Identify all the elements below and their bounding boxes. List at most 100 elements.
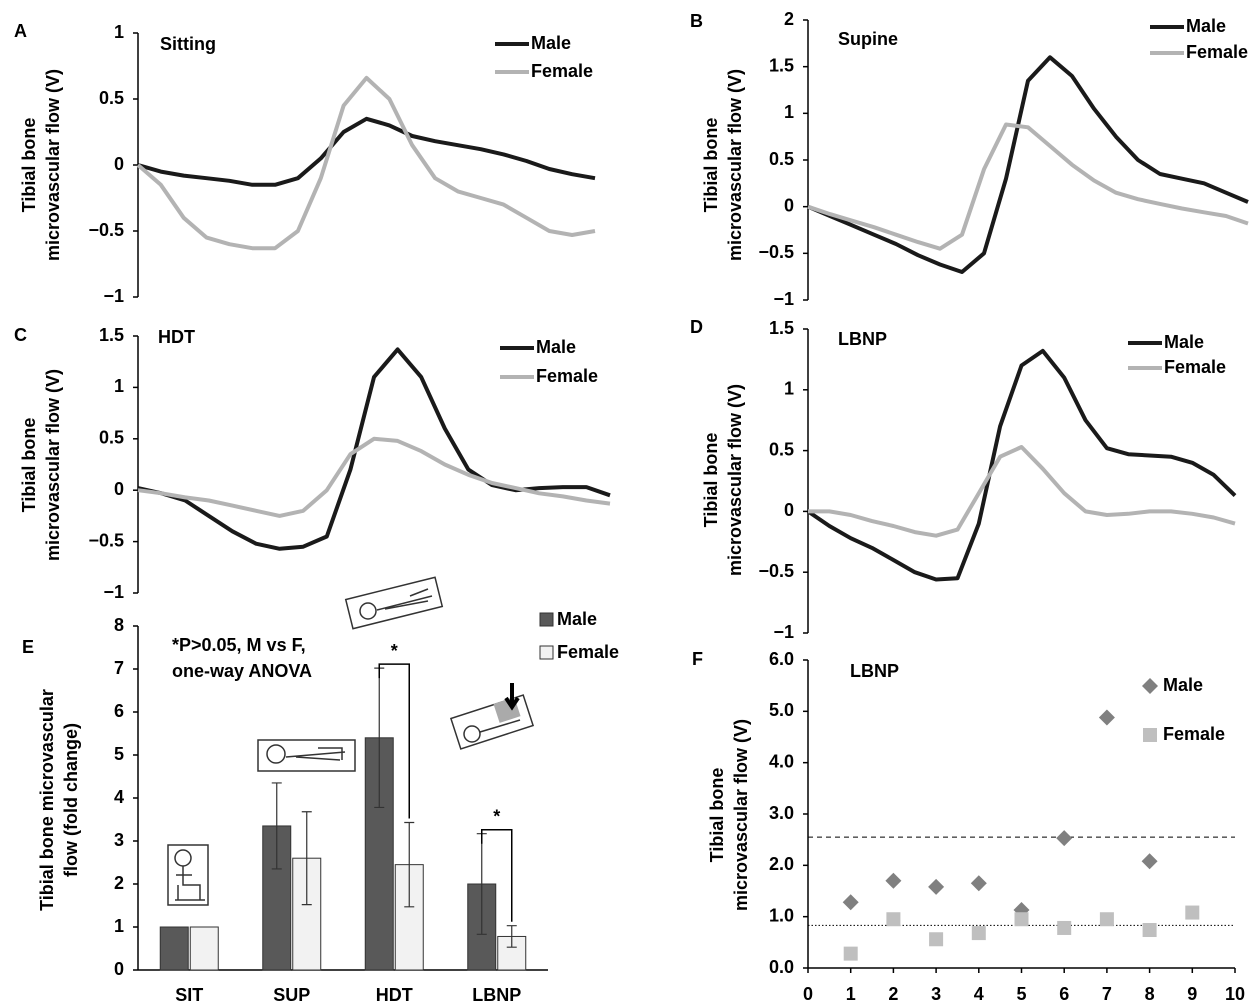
line-series	[807, 122, 1249, 251]
y-axis-label: Tibial bone	[19, 418, 39, 513]
y-tick-label: 4.0	[769, 751, 794, 771]
y-tick-label: 0	[114, 479, 124, 499]
line-series	[806, 348, 1237, 582]
y-axis-label: Tibial bone	[707, 768, 727, 863]
point	[929, 932, 944, 947]
legend-label: Male	[557, 609, 597, 629]
y-tick-label: 4	[114, 787, 124, 807]
legend-label: Male	[1186, 16, 1226, 36]
x-tick-label: SUP	[273, 985, 310, 1005]
y-tick-label: −1	[103, 286, 124, 306]
legend-label: Male	[536, 337, 576, 357]
y-tick-label: 2	[784, 9, 794, 29]
y-tick-label: 0.5	[99, 88, 124, 108]
legend-label: Female	[536, 366, 598, 386]
panel-title: Supine	[838, 29, 898, 49]
y-axis-label: Tibial bone microvascular	[37, 689, 57, 911]
y-axis-label: flow (fold change)	[61, 723, 81, 877]
legend-label: Male	[1163, 675, 1203, 695]
legend-swatch	[539, 645, 554, 660]
y-tick-label: 1.5	[769, 318, 794, 338]
point	[971, 926, 986, 941]
y-tick-label: −1	[103, 582, 124, 602]
bar	[159, 926, 189, 971]
y-tick-label: 5	[114, 744, 124, 764]
legend-label: Female	[557, 642, 619, 662]
legend-label: Male	[1164, 332, 1204, 352]
y-axis-label: Tibial bone	[19, 118, 39, 213]
annotation: one-way ANOVA	[172, 661, 312, 681]
y-tick-label: 1	[784, 102, 794, 122]
x-tick-label: 4	[974, 984, 984, 1004]
y-tick-label: 1.5	[769, 55, 794, 75]
panel-title: Sitting	[160, 34, 216, 54]
point	[928, 878, 945, 895]
y-axis-label: microvascular flow (V)	[731, 719, 751, 911]
panel-letter: A	[14, 21, 27, 41]
legend-label: Female	[1163, 724, 1225, 744]
point	[842, 894, 859, 911]
panel-title: HDT	[158, 327, 195, 347]
y-tick-label: −1	[773, 289, 794, 309]
significance-bracket	[378, 663, 410, 819]
panel-title: LBNP	[850, 661, 899, 681]
icon-supine	[257, 739, 356, 772]
legend-swatch	[539, 612, 554, 627]
y-tick-label: 1	[114, 376, 124, 396]
y-tick-label: 3	[114, 830, 124, 850]
y-tick-label: 0.5	[99, 428, 124, 448]
panel-title: LBNP	[838, 329, 887, 349]
significance-label: *	[493, 806, 500, 826]
x-tick-label: 8	[1145, 984, 1155, 1004]
x-tick-label: 2	[888, 984, 898, 1004]
y-tick-label: 1	[784, 379, 794, 399]
y-tick-label: 6.0	[769, 649, 794, 669]
y-tick-label: 0	[114, 959, 124, 979]
legend-label: Female	[531, 61, 593, 81]
panel-letter: D	[690, 317, 703, 337]
point	[886, 912, 901, 927]
x-tick-label: 6	[1059, 984, 1069, 1004]
error-bar	[506, 925, 517, 948]
error-bar	[404, 821, 415, 908]
x-tick-label: 5	[1016, 984, 1026, 1004]
y-tick-label: 0.5	[769, 439, 794, 459]
point	[1057, 920, 1072, 935]
x-tick-label: 1	[846, 984, 856, 1004]
y-tick-label: 5.0	[769, 700, 794, 720]
y-tick-label: −0.5	[758, 242, 794, 262]
annotation: *P>0.05, M vs F,	[172, 635, 306, 655]
point	[970, 875, 987, 892]
y-axis-label: microvascular flow (V)	[725, 69, 745, 261]
y-tick-label: 7	[114, 658, 124, 678]
panel-letter: B	[690, 11, 703, 31]
y-tick-label: 2.0	[769, 854, 794, 874]
y-axis-label: microvascular flow (V)	[43, 369, 63, 561]
line-series	[136, 75, 596, 251]
legend-swatch	[1142, 678, 1158, 694]
x-tick-label: HDT	[376, 985, 413, 1005]
y-tick-label: 1.0	[769, 905, 794, 925]
y-tick-label: −1	[773, 622, 794, 642]
y-tick-label: 0	[114, 154, 124, 174]
y-tick-label: 0.5	[769, 149, 794, 169]
legend-label: Female	[1186, 42, 1248, 62]
y-tick-label: 6	[114, 701, 124, 721]
y-tick-label: −0.5	[88, 530, 124, 550]
x-tick-label: 3	[931, 984, 941, 1004]
significance-label: *	[391, 641, 398, 661]
icon-sit	[167, 844, 209, 906]
point	[1142, 923, 1157, 938]
line-series	[137, 436, 611, 518]
panel-letter: C	[14, 325, 27, 345]
panel-letter: E	[22, 637, 34, 657]
y-tick-label: 8	[114, 615, 124, 635]
y-tick-label: 2	[114, 873, 124, 893]
y-tick-label: 1	[114, 22, 124, 42]
line-series	[137, 347, 611, 551]
point	[1056, 830, 1073, 847]
y-tick-label: −0.5	[758, 561, 794, 581]
y-tick-label: 0	[784, 195, 794, 215]
line-series	[807, 55, 1249, 274]
